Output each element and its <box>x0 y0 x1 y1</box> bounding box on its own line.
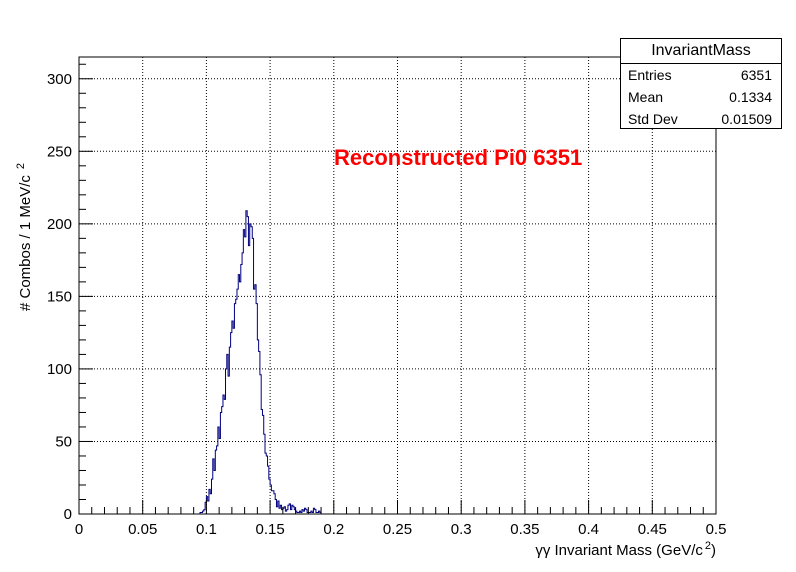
y-tick-label: 150 <box>47 288 72 305</box>
stats-label: Entries <box>628 67 672 83</box>
y-tick-label: 250 <box>47 143 72 160</box>
y-tick-label: 100 <box>47 361 72 378</box>
y-tick-label: 0 <box>64 506 72 523</box>
grid-lines <box>79 57 716 514</box>
stats-row-mean: Mean 0.1334 <box>621 86 781 108</box>
x-tick-label: 0.2 <box>323 521 344 538</box>
stats-value: 0.01509 <box>721 111 772 127</box>
x-tick-label: 0.45 <box>638 521 667 538</box>
stats-label: Mean <box>628 89 664 105</box>
x-tick-label: 0.25 <box>383 521 412 538</box>
x-tick-label: 0 <box>75 521 83 538</box>
y-axis: 0 50 100 150 200 250 300 <box>47 63 93 523</box>
stats-row-stddev: Std Dev 0.01509 <box>621 108 781 130</box>
stats-title: InvariantMass <box>621 39 781 64</box>
annotation-text: Reconstructed Pi0 6351 <box>334 145 583 170</box>
x-axis: 0 0.05 0.1 0.15 0.2 0.25 0.3 0.35 0.4 0.45 0.5 <box>75 500 727 538</box>
y-tick-label: 50 <box>55 433 72 450</box>
x-tick-label: 0.5 <box>706 521 727 538</box>
y-axis-label: # Combos / 1 MeV/c2 <box>15 163 34 311</box>
x-axis-label: γγ Invariant Mass (GeV/c 2) <box>535 540 716 559</box>
x-tick-label: 0.1 <box>196 521 217 538</box>
stats-label: Std Dev <box>628 111 678 127</box>
x-tick-label: 0.15 <box>255 521 284 538</box>
stats-box: InvariantMass Entries 6351 Mean 0.1334 S… <box>620 38 782 129</box>
histogram-series <box>199 210 322 514</box>
histogram-line <box>199 210 322 514</box>
x-tick-label: 0.4 <box>578 521 599 538</box>
stats-value: 6351 <box>740 67 772 83</box>
y-tick-label: 300 <box>47 71 72 88</box>
x-tick-label: 0.35 <box>510 521 539 538</box>
stats-value: 0.1334 <box>729 89 772 105</box>
y-tick-label: 200 <box>47 216 72 233</box>
stats-row-entries: Entries 6351 <box>621 64 781 86</box>
x-tick-label: 0.05 <box>128 521 157 538</box>
x-tick-label: 0.3 <box>451 521 472 538</box>
